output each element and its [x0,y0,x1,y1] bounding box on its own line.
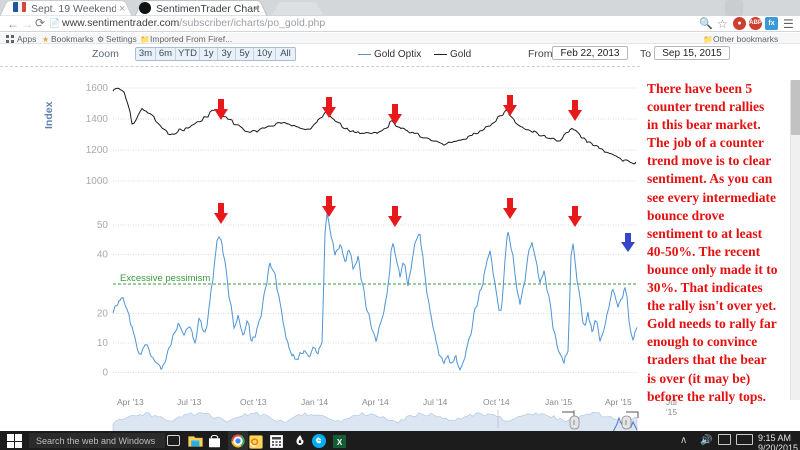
svg-text:X: X [337,438,343,447]
